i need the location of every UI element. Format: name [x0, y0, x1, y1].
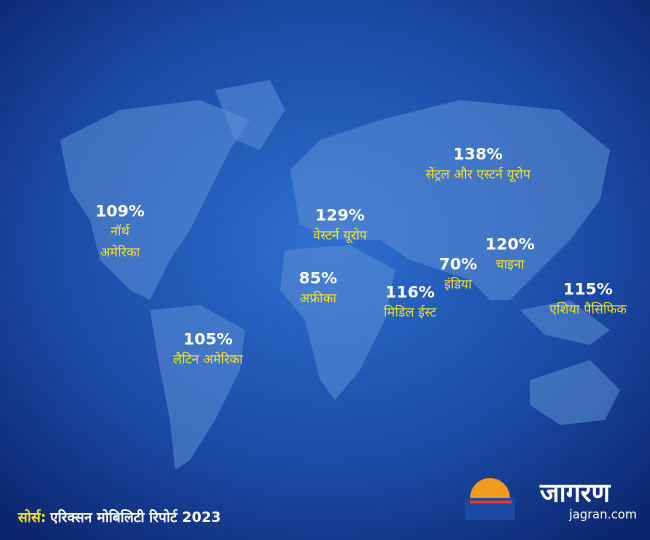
source-text: एरिक्सन मोबिलिटी रिपोर्ट 2023 [49, 509, 221, 526]
region-value: 105% [183, 330, 232, 349]
source-label: सोर्स: [17, 509, 46, 526]
region-name: अफ्रीका [300, 291, 337, 307]
region-value: 116% [385, 283, 434, 302]
region-name: मिडिल ईस्ट [384, 305, 437, 321]
region-name: चाइना [496, 258, 525, 273]
region-name: नॉर्थ [111, 224, 131, 240]
logo-url: jagran.com [568, 508, 637, 522]
region-value: 115% [563, 280, 612, 299]
region-value: 138% [453, 145, 502, 164]
region-name: वेस्टर्न यूरोप [313, 228, 367, 244]
region-name: अमेरिका [100, 245, 140, 261]
region-name: एशिया पैसिफिक [549, 302, 627, 318]
source-line: सोर्स: एरिक्सन मोबिलिटी रिपोर्ट 2023 [17, 509, 221, 526]
region-name: लैटिन अमेरिका [173, 352, 243, 368]
logo-name: जागरण [539, 479, 611, 509]
region-value: 109% [95, 202, 144, 221]
region-value: 85% [299, 269, 337, 288]
region-value: 129% [315, 206, 364, 225]
region-value: 70% [439, 255, 477, 274]
region-value: 120% [485, 235, 534, 254]
region-labels: 109% नॉर्थ अमेरिका 105% लैटिन अमेरिका 129% वेस… [95, 145, 627, 368]
logo: जागरण jagran.com [465, 478, 637, 522]
region-name: इंडिया [444, 277, 472, 293]
continents [60, 80, 620, 470]
region-name: सेंट्रल और एस्टर्न यूरोप [426, 167, 531, 183]
